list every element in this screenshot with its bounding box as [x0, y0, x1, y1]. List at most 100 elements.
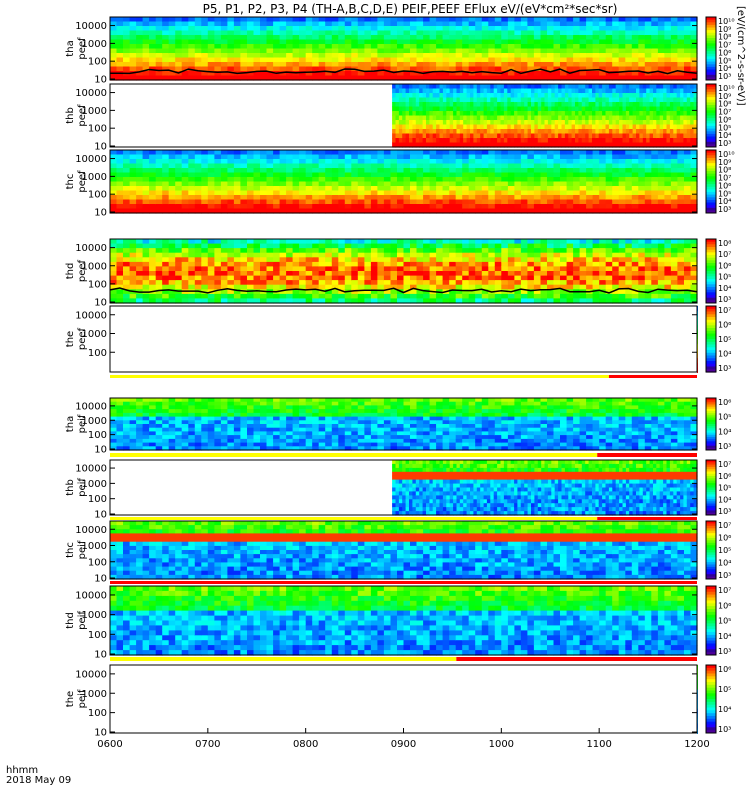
spectrogram-cell — [540, 75, 548, 81]
spectrogram-cell — [669, 102, 674, 108]
spectrogram-cell — [260, 298, 268, 304]
spectrogram-cell — [677, 208, 685, 214]
spectrogram-cell — [273, 243, 281, 249]
spectrogram-cell — [638, 39, 646, 45]
spectrogram-cell — [615, 88, 620, 94]
spectrogram-cell — [684, 35, 692, 41]
spectrogram-cell — [468, 280, 476, 286]
spectrogram-cell — [466, 88, 471, 94]
spectrogram-cell — [566, 168, 574, 174]
colorbar-frame — [705, 16, 717, 81]
spectrogram-cell — [639, 129, 644, 135]
spectrogram-cell — [503, 138, 508, 144]
spectrogram-cell — [136, 57, 144, 63]
spectrogram-cell — [636, 102, 640, 108]
spectrogram-cell — [533, 280, 541, 286]
spectrogram-cell — [500, 120, 505, 126]
spectrogram-cell — [598, 138, 603, 144]
spectrogram-cell — [116, 289, 124, 295]
spectrogram-cell — [214, 298, 222, 304]
spectrogram-cell — [286, 39, 294, 45]
spectrogram-cell — [631, 186, 639, 192]
spectrogram-cell — [123, 48, 131, 54]
spectrogram-cell — [351, 195, 359, 201]
spectrogram-cell — [364, 48, 372, 54]
spectrogram-cell — [462, 21, 470, 27]
spectrogram-cell — [351, 39, 359, 45]
spectrogram-cell — [370, 248, 378, 254]
spectrogram-cell — [540, 39, 548, 45]
spectrogram-cell — [690, 208, 698, 214]
spectrogram-cell — [475, 186, 483, 192]
spectrogram-cell — [488, 199, 496, 205]
spectrogram-cell — [439, 106, 444, 112]
spectrogram-cell — [646, 106, 651, 112]
spectrogram-cell — [618, 159, 626, 165]
spectrogram-cell — [664, 208, 672, 214]
spectrogram-cell — [625, 208, 633, 214]
spectrogram-cell — [551, 133, 556, 139]
spectrogram-cell — [370, 208, 378, 214]
spectrogram-cell — [605, 93, 610, 99]
spectrogram-cell — [442, 190, 450, 196]
spectrogram-cell — [486, 133, 491, 139]
spectrogram-cell — [253, 275, 261, 281]
spectrogram-cell — [383, 168, 391, 174]
spectrogram-cell — [305, 289, 313, 295]
spectrogram-cell — [247, 159, 255, 165]
spectrogram-cell — [651, 163, 659, 169]
spectrogram-cell — [673, 142, 678, 148]
spectrogram-cell — [690, 106, 695, 112]
spectrogram-cell — [383, 39, 391, 45]
spectrogram-cell — [631, 44, 639, 50]
spectrogram-cell — [622, 93, 627, 99]
spectrogram-cell — [149, 271, 157, 277]
spectrogram-cell — [273, 163, 281, 169]
spectrogram-cell — [397, 204, 405, 210]
spectrogram-cell — [592, 88, 596, 94]
spectrogram-cell — [579, 168, 587, 174]
spectrogram-cell — [136, 39, 144, 45]
spectrogram-cell — [162, 239, 170, 245]
spectrogram-cell — [470, 133, 474, 139]
spectrogram-cell — [142, 293, 150, 300]
spectrogram-cell — [449, 115, 454, 121]
spectrogram-cell — [397, 298, 405, 304]
spectrogram-cell — [455, 261, 463, 268]
spectrogram-cell — [220, 284, 228, 290]
spectrogram-cell — [483, 133, 488, 139]
spectrogram-cell — [266, 239, 274, 245]
spectrogram-cell — [494, 275, 502, 281]
spectrogram-cell — [442, 159, 450, 165]
spectrogram-cell — [592, 154, 600, 160]
spectrogram-cell — [622, 111, 627, 117]
spectrogram-cell — [398, 138, 403, 144]
spectrogram-cell — [233, 208, 241, 214]
spectrogram-cell — [390, 239, 398, 245]
colorbar-tick-label: 10¹⁰ — [718, 84, 735, 93]
spectrogram-cell — [622, 97, 627, 103]
spectrogram-cell — [266, 168, 274, 174]
spectrogram-cell — [533, 159, 541, 165]
spectrogram-cell — [520, 138, 525, 144]
spectrogram-cell — [651, 39, 659, 45]
spectrogram-cell — [690, 102, 695, 108]
spectrogram-cell — [605, 106, 610, 112]
spectrogram-cell — [201, 30, 209, 36]
spectrogram-cell — [677, 53, 685, 59]
spectrogram-cell — [670, 172, 678, 178]
spectrogram-cell — [553, 239, 561, 245]
spectrogram-cell — [475, 208, 483, 214]
spectrogram-cell — [568, 129, 573, 135]
spectrogram-cell — [560, 261, 568, 268]
spectrogram-cell — [344, 284, 352, 290]
spectrogram-cell — [564, 138, 569, 144]
spectrogram-cell — [588, 142, 593, 148]
spectrogram-cell — [292, 39, 300, 45]
spectrogram-cell — [547, 243, 555, 249]
spectrogram-cell — [560, 181, 568, 187]
spectrogram-cell — [364, 257, 372, 263]
spectrogram-cell — [370, 39, 378, 45]
spectrogram-cell — [299, 186, 307, 192]
spectrogram-cell — [599, 280, 607, 286]
